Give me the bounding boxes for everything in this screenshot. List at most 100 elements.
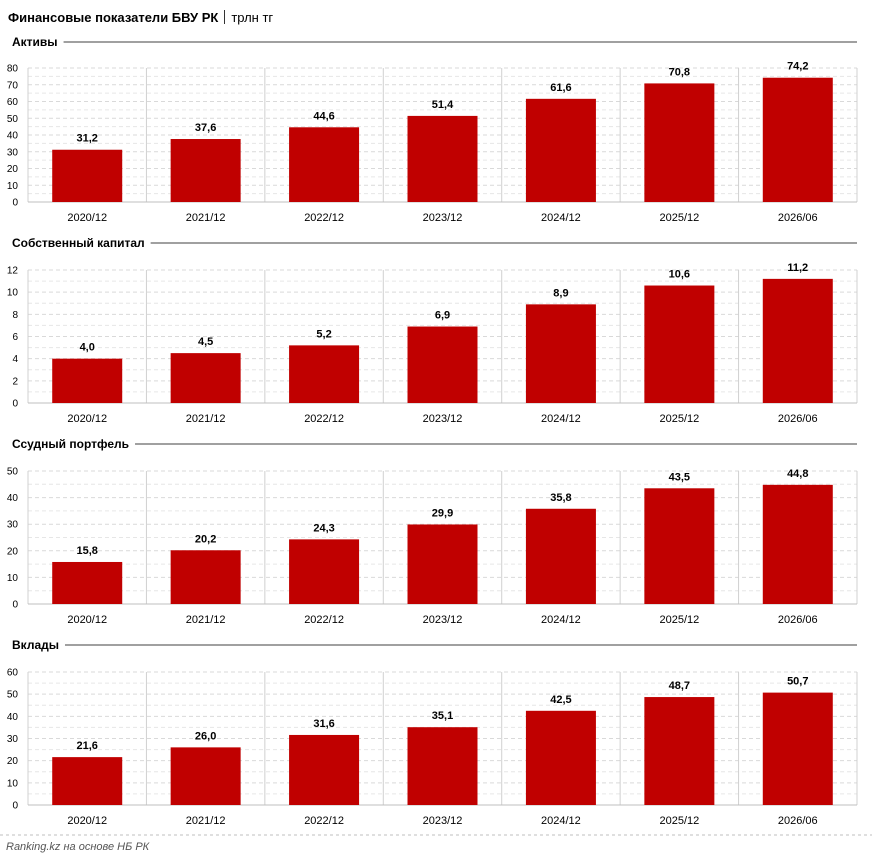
- chart-unit: трлн тг: [231, 10, 274, 25]
- bar: [52, 757, 123, 805]
- x-tick-label: 2024/12: [541, 614, 581, 626]
- data-label: 11,2: [787, 262, 808, 274]
- data-label: 5,2: [316, 328, 331, 340]
- panel-title: Ссудный портфель: [12, 437, 129, 451]
- y-tick-label: 6: [12, 332, 18, 343]
- data-label: 44,6: [313, 110, 334, 122]
- data-label: 31,6: [313, 718, 334, 730]
- data-label: 20,2: [195, 533, 216, 545]
- y-tick-label: 30: [7, 734, 19, 745]
- y-tick-label: 0: [12, 801, 18, 812]
- panel-title: Собственный капитал: [12, 236, 145, 250]
- bar: [407, 115, 478, 202]
- y-tick-label: 70: [7, 80, 19, 91]
- y-tick-label: 20: [7, 546, 19, 557]
- y-tick-label: 12: [7, 266, 19, 277]
- bar: [407, 326, 478, 403]
- bar: [52, 149, 123, 202]
- x-tick-label: 2025/12: [659, 212, 699, 224]
- x-tick-label: 2024/12: [541, 815, 581, 827]
- data-label: 26,0: [195, 730, 216, 742]
- y-tick-label: 40: [7, 712, 19, 723]
- bar: [407, 727, 478, 805]
- data-label: 15,8: [77, 545, 98, 557]
- y-tick-label: 2: [12, 376, 18, 387]
- x-tick-label: 2023/12: [423, 815, 463, 827]
- x-tick-label: 2026/06: [778, 614, 818, 626]
- x-tick-label: 2020/12: [67, 614, 107, 626]
- bar: [289, 539, 360, 604]
- y-tick-label: 80: [7, 64, 19, 75]
- bar: [644, 83, 715, 202]
- y-tick-label: 40: [7, 131, 19, 142]
- data-label: 51,4: [432, 99, 454, 111]
- bar: [644, 285, 715, 403]
- x-tick-label: 2026/06: [778, 413, 818, 425]
- x-tick-label: 2022/12: [304, 212, 344, 224]
- data-label: 6,9: [435, 310, 450, 322]
- x-tick-label: 2020/12: [67, 413, 107, 425]
- y-tick-label: 10: [7, 778, 19, 789]
- bar: [52, 358, 123, 403]
- y-tick-label: 0: [12, 600, 18, 611]
- x-tick-label: 2023/12: [423, 614, 463, 626]
- data-label: 43,5: [669, 471, 690, 483]
- y-tick-label: 60: [7, 668, 19, 679]
- data-label: 50,7: [787, 676, 808, 688]
- bar: [170, 747, 241, 805]
- data-label: 74,2: [787, 61, 808, 73]
- data-label: 24,3: [313, 522, 334, 534]
- bar: [762, 692, 833, 805]
- x-tick-label: 2023/12: [423, 212, 463, 224]
- source-note: Ranking.kz на основе НБ РК: [6, 841, 150, 853]
- y-tick-label: 0: [12, 198, 18, 209]
- data-label: 35,1: [432, 710, 453, 722]
- x-tick-label: 2026/06: [778, 815, 818, 827]
- data-label: 4,0: [80, 342, 95, 354]
- x-tick-label: 2021/12: [186, 212, 226, 224]
- bar: [762, 484, 833, 604]
- y-tick-label: 0: [12, 399, 18, 410]
- data-label: 70,8: [669, 66, 690, 78]
- title-separator: [224, 10, 226, 24]
- data-label: 10,6: [669, 269, 690, 281]
- y-tick-label: 50: [7, 114, 19, 125]
- bar: [407, 524, 478, 604]
- data-label: 48,7: [669, 680, 690, 692]
- bar: [525, 98, 596, 202]
- bar: [525, 508, 596, 604]
- y-tick-label: 10: [7, 181, 19, 192]
- x-tick-label: 2021/12: [186, 815, 226, 827]
- x-tick-label: 2022/12: [304, 614, 344, 626]
- data-label: 8,9: [553, 287, 568, 299]
- x-tick-label: 2025/12: [659, 614, 699, 626]
- y-tick-label: 10: [7, 573, 19, 584]
- x-tick-label: 2022/12: [304, 413, 344, 425]
- x-tick-label: 2025/12: [659, 413, 699, 425]
- x-tick-label: 2023/12: [423, 413, 463, 425]
- bar: [525, 710, 596, 805]
- x-tick-label: 2024/12: [541, 413, 581, 425]
- bar: [170, 139, 241, 202]
- page-title: Финансовые показатели БВУ РК трлн тг: [8, 10, 273, 25]
- data-label: 35,8: [550, 492, 571, 504]
- chart-title: Финансовые показатели БВУ РК: [8, 10, 219, 25]
- data-label: 4,5: [198, 336, 213, 348]
- data-label: 21,6: [77, 740, 98, 752]
- panel-title: Активы: [12, 35, 58, 49]
- y-tick-label: 8: [12, 310, 18, 321]
- y-tick-label: 4: [12, 354, 18, 365]
- y-tick-label: 20: [7, 756, 19, 767]
- bar: [762, 278, 833, 403]
- x-tick-label: 2021/12: [186, 413, 226, 425]
- bar: [644, 697, 715, 805]
- x-tick-label: 2026/06: [778, 212, 818, 224]
- x-tick-label: 2022/12: [304, 815, 344, 827]
- bar: [289, 345, 360, 403]
- data-label: 37,6: [195, 122, 216, 134]
- bar: [525, 304, 596, 403]
- x-tick-label: 2025/12: [659, 815, 699, 827]
- y-tick-label: 50: [7, 690, 19, 701]
- data-label: 42,5: [550, 694, 571, 706]
